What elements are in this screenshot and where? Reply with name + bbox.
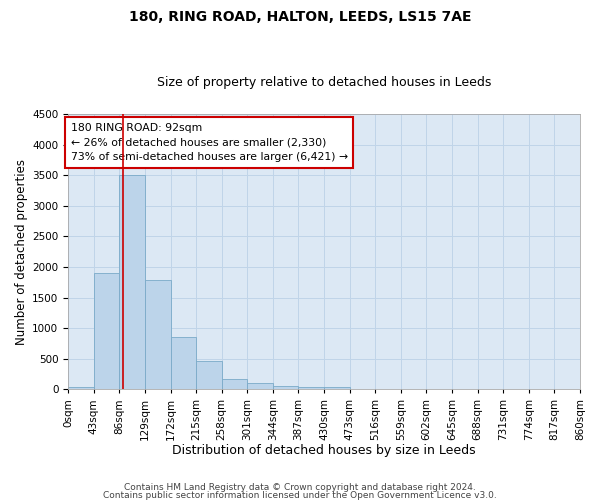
Text: Contains public sector information licensed under the Open Government Licence v3: Contains public sector information licen… (103, 490, 497, 500)
Bar (170, 338, 196, 389)
Bar (196, 362, 221, 389)
Bar (324, 388, 350, 389)
Text: 180 RING ROAD: 92sqm
← 26% of detached houses are smaller (2,330)
73% of semi-de: 180 RING ROAD: 92sqm ← 26% of detached h… (71, 122, 348, 162)
Text: Contains HM Land Registry data © Crown copyright and database right 2024.: Contains HM Land Registry data © Crown c… (124, 484, 476, 492)
Y-axis label: Number of detached properties: Number of detached properties (15, 158, 28, 344)
Bar (273, 386, 298, 389)
Bar (94, 273, 119, 389)
Text: 180, RING ROAD, HALTON, LEEDS, LS15 7AE: 180, RING ROAD, HALTON, LEEDS, LS15 7AE (129, 10, 471, 24)
Bar (298, 386, 324, 389)
Bar (221, 379, 247, 389)
Bar (119, 176, 145, 389)
Bar (68, 388, 94, 389)
X-axis label: Distribution of detached houses by size in Leeds: Distribution of detached houses by size … (172, 444, 476, 458)
Bar (145, 280, 170, 389)
Title: Size of property relative to detached houses in Leeds: Size of property relative to detached ho… (157, 76, 491, 90)
Bar (247, 384, 273, 389)
